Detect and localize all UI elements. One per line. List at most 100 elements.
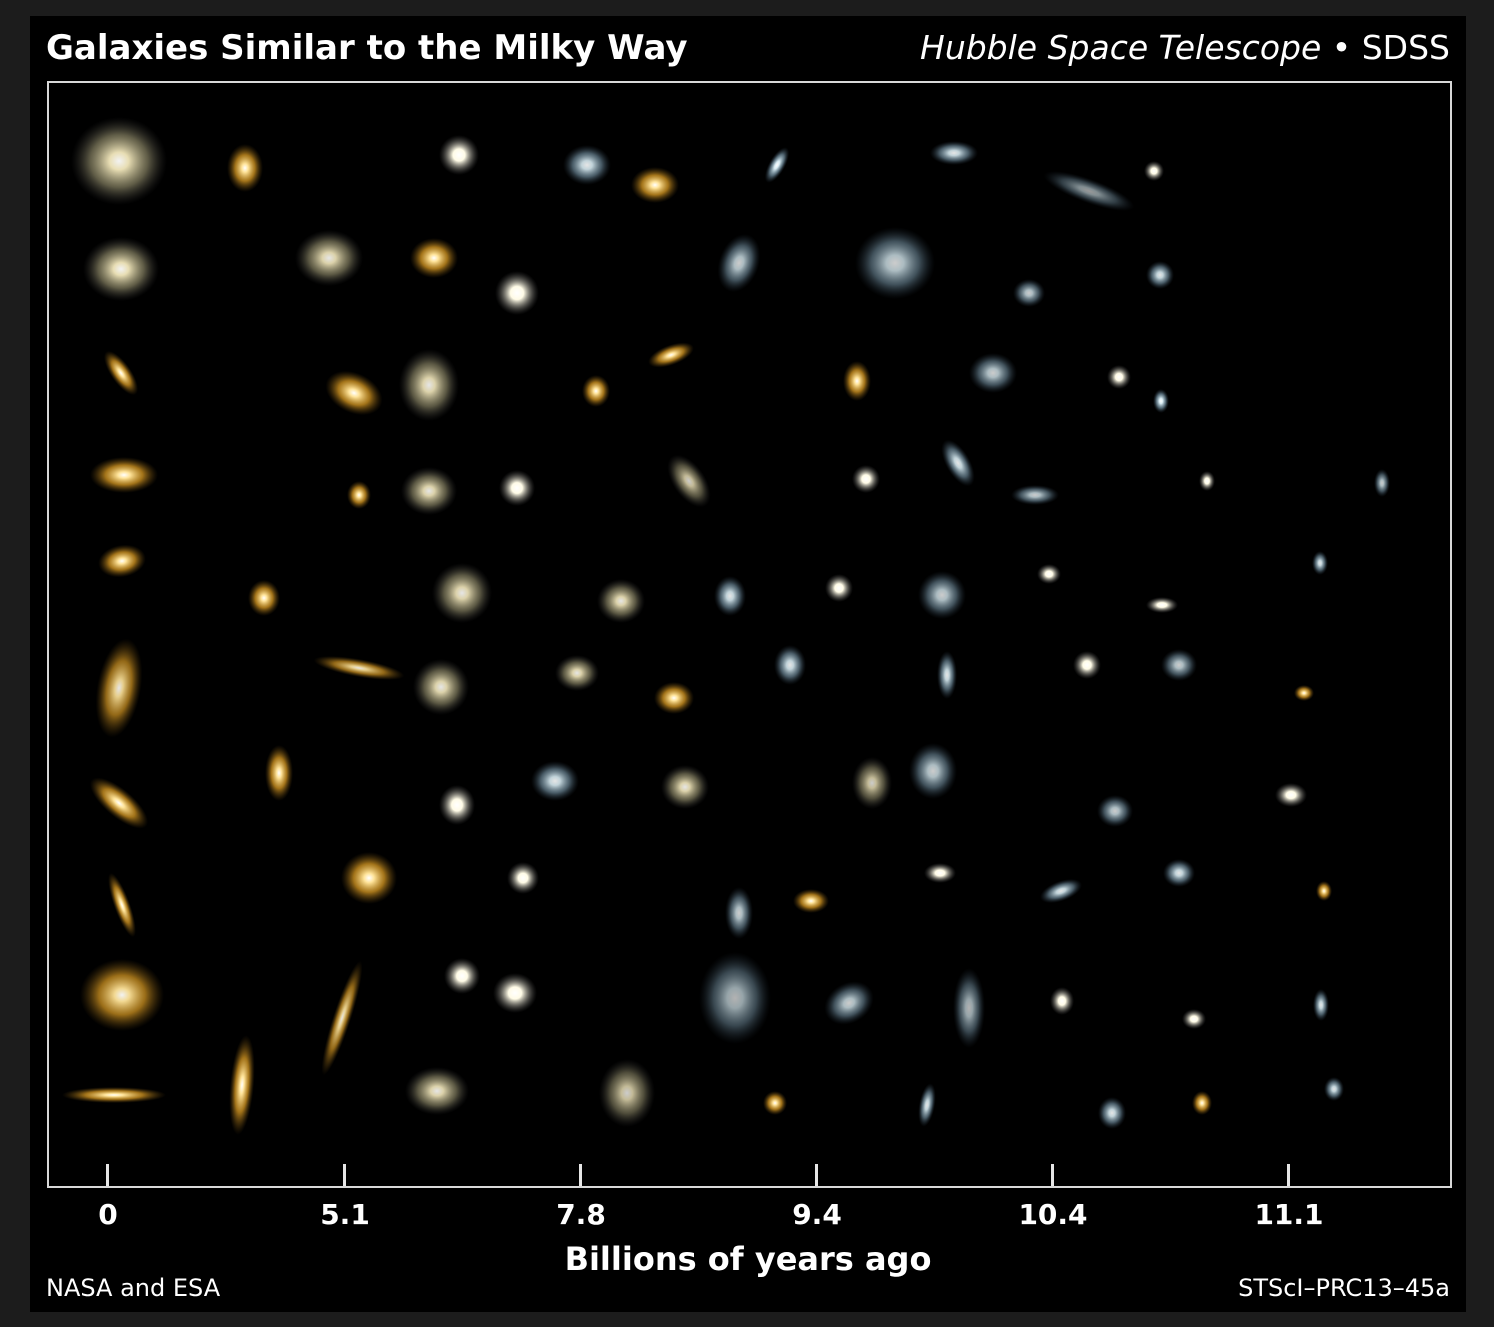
galaxy — [1107, 365, 1131, 389]
galaxy — [930, 141, 978, 165]
galaxy — [774, 645, 806, 685]
axis-tick-label: 5.1 — [320, 1198, 370, 1231]
galaxy — [667, 454, 711, 508]
credit-separator: • — [1321, 28, 1362, 67]
axis-tick-label: 0 — [98, 1198, 118, 1231]
footer-credit-right: STScI–PRC13–45a — [1238, 1274, 1450, 1302]
galaxy — [918, 571, 966, 619]
galaxy — [852, 465, 880, 493]
galaxy — [248, 580, 280, 616]
galaxy — [1199, 471, 1215, 491]
galaxy — [439, 135, 479, 175]
galaxy — [563, 145, 611, 185]
galaxy — [852, 757, 892, 809]
galaxy — [1050, 987, 1074, 1015]
galaxy — [347, 481, 371, 509]
galaxy — [699, 952, 771, 1044]
galaxy — [1146, 261, 1174, 289]
telescope-credit: Hubble Space Telescope • SDSS — [920, 28, 1450, 67]
galaxy — [599, 1059, 655, 1127]
galaxy — [444, 958, 480, 994]
galaxy — [432, 563, 492, 623]
galaxy — [1161, 649, 1197, 681]
galaxy — [1144, 161, 1164, 181]
galaxy — [531, 761, 579, 801]
galaxy — [717, 233, 761, 293]
galaxy — [83, 237, 159, 301]
galaxy — [410, 238, 458, 278]
galaxy — [103, 350, 139, 396]
galaxy — [98, 544, 146, 578]
galaxy — [1097, 795, 1133, 827]
axis-tick — [343, 1164, 346, 1186]
galaxy — [95, 638, 143, 738]
galaxy — [969, 353, 1017, 393]
galaxy — [62, 1087, 166, 1103]
galaxy-sprites — [62, 117, 1390, 1135]
galaxy — [714, 576, 746, 616]
galaxy — [1313, 989, 1329, 1021]
galaxy — [108, 872, 136, 938]
galaxy — [1316, 881, 1332, 901]
galaxy — [725, 887, 753, 939]
galaxy — [1073, 651, 1101, 679]
galaxy — [654, 682, 694, 714]
galaxy — [763, 1091, 787, 1115]
galaxy — [648, 342, 694, 368]
galaxy — [499, 470, 535, 506]
galaxy — [1324, 1077, 1344, 1101]
credit-hubble: Hubble Space Telescope — [920, 28, 1322, 67]
galaxy — [1163, 859, 1195, 887]
galaxy — [80, 959, 164, 1031]
galaxy — [313, 656, 405, 680]
galaxy — [1098, 1097, 1126, 1129]
galaxy — [399, 349, 459, 421]
galaxy-field — [62, 117, 1390, 1135]
galaxy — [341, 852, 397, 904]
galaxy — [843, 361, 871, 401]
galaxy — [1275, 783, 1307, 807]
galaxy-image-frame — [47, 81, 1452, 1188]
galaxy — [855, 227, 935, 299]
galaxy — [1013, 279, 1045, 307]
galaxy — [439, 785, 475, 825]
galaxy — [953, 968, 985, 1048]
galaxy — [507, 862, 539, 894]
axis-tick-label: 9.4 — [792, 1198, 842, 1231]
axis-tick — [1051, 1164, 1054, 1186]
galaxy — [582, 375, 610, 407]
galaxy — [1192, 1091, 1212, 1115]
galaxy — [661, 765, 709, 809]
galaxy — [401, 467, 457, 515]
axis-tick — [1287, 1164, 1290, 1186]
galaxy — [89, 777, 149, 829]
axis-tick — [579, 1164, 582, 1186]
galaxy — [71, 117, 167, 205]
galaxy — [413, 659, 469, 715]
galaxy — [493, 973, 537, 1013]
galaxy — [295, 230, 363, 286]
galaxy — [631, 167, 679, 203]
galaxy — [793, 889, 829, 913]
galaxy — [1146, 597, 1178, 613]
axis-title: Billions of years ago — [564, 1240, 932, 1278]
galaxy — [265, 745, 293, 801]
galaxy — [405, 1067, 469, 1115]
galaxy — [1374, 469, 1390, 497]
galaxy — [1182, 1009, 1206, 1029]
galaxy — [1037, 564, 1061, 584]
galaxy — [1043, 171, 1135, 211]
galaxy — [321, 960, 363, 1076]
galaxy — [1312, 551, 1328, 575]
galaxy — [909, 743, 957, 799]
galaxy — [90, 457, 158, 493]
galaxy — [495, 271, 539, 315]
galaxy — [824, 981, 874, 1025]
galaxy — [924, 863, 956, 883]
galaxy — [941, 439, 975, 487]
galaxy — [555, 655, 599, 691]
galaxy — [825, 574, 853, 602]
poster: Galaxies Similar to the Milky Way Hubble… — [30, 16, 1466, 1312]
galaxy — [918, 1083, 936, 1127]
axis-tick-label: 11.1 — [1254, 1198, 1324, 1231]
